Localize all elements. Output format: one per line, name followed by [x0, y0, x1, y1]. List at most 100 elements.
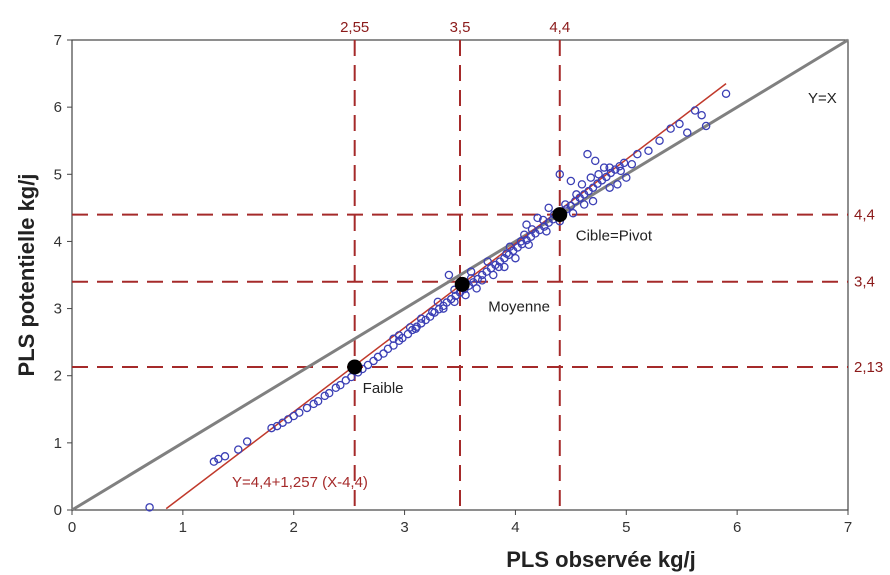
data-point [369, 356, 378, 366]
data-point [644, 146, 653, 156]
data-point [145, 503, 154, 512]
data-point [331, 383, 341, 393]
data-point [533, 213, 542, 223]
data-point [568, 208, 578, 218]
data-point [309, 399, 318, 409]
data-point [502, 249, 511, 258]
data-point [336, 380, 345, 390]
regression-line [165, 83, 727, 510]
horizontal-reference-label: 4,4 [854, 207, 875, 224]
data-point [483, 257, 492, 266]
data-point [444, 270, 454, 280]
data-point [234, 445, 243, 454]
data-point [363, 360, 373, 370]
data-point [500, 262, 509, 272]
data-point [566, 201, 576, 211]
data-point [489, 270, 498, 280]
identity-line-label: Y=X [808, 90, 837, 107]
y-tick-label: 1 [54, 435, 62, 452]
data-point [577, 180, 587, 189]
data-point [690, 106, 700, 115]
data-point [613, 180, 622, 189]
data-point [586, 173, 596, 182]
key-point-label: Moyenne [488, 298, 550, 315]
x-tick-label: 7 [844, 519, 852, 536]
data-point [605, 183, 614, 192]
data-point [505, 242, 515, 252]
data-point [461, 290, 470, 300]
data-point [302, 403, 312, 413]
data-point [527, 225, 537, 234]
data-point [583, 149, 592, 159]
data-point [242, 437, 252, 446]
data-point [472, 284, 481, 293]
data-point [450, 297, 459, 307]
data-point [520, 230, 529, 239]
data-point [566, 176, 576, 186]
key-points: Faible Moyenne Cible=Pivot [347, 207, 653, 397]
data-point [466, 267, 476, 276]
data-point [616, 166, 625, 176]
data-point [411, 324, 420, 333]
x-axis-title: PLS observée kg/j [506, 547, 696, 572]
data-point [394, 331, 404, 340]
data-point [295, 408, 304, 417]
data-point [579, 200, 589, 209]
y-tick-label: 3 [54, 301, 62, 318]
key-point-marker [347, 359, 363, 375]
y-tick-label: 2 [54, 368, 62, 385]
x-tick-label: 2 [290, 519, 298, 536]
data-point [538, 215, 548, 225]
data-point [675, 119, 684, 129]
data-point [477, 276, 487, 285]
data-point [324, 388, 334, 398]
data-points [145, 89, 731, 512]
y-tick-label: 0 [54, 502, 62, 519]
x-tick-label: 4 [511, 519, 519, 536]
data-point [428, 307, 437, 317]
data-point [544, 203, 553, 213]
vertical-reference-label: 3,5 [450, 19, 471, 36]
horizontal-reference-label: 3,4 [854, 274, 875, 291]
x-tick-label: 6 [733, 519, 741, 536]
regression-equation: Y=4,4+1,257 (X-4,4) [232, 474, 368, 491]
data-point [590, 156, 600, 166]
x-tick-label: 5 [622, 519, 630, 536]
data-point [633, 149, 642, 159]
data-point [267, 423, 276, 433]
vertical-reference-label: 2,55 [340, 19, 369, 36]
data-point [627, 159, 637, 169]
data-point [588, 196, 598, 206]
vertical-reference-label: 4,4 [549, 19, 570, 36]
data-point [320, 391, 330, 401]
x-tick-label: 0 [68, 519, 76, 536]
data-point [524, 240, 533, 250]
data-point [697, 110, 706, 120]
y-tick-label: 6 [54, 99, 62, 116]
y-tick-label: 4 [54, 233, 62, 250]
x-tick-label: 3 [400, 519, 408, 536]
data-point [522, 220, 531, 229]
identity-line [71, 38, 849, 512]
key-point-marker [552, 207, 568, 223]
data-point [572, 190, 581, 199]
data-point [416, 314, 426, 323]
key-point-marker [454, 276, 470, 292]
data-point [313, 396, 323, 406]
data-point [701, 121, 711, 131]
data-point [516, 237, 526, 246]
data-point [683, 128, 692, 137]
data-point [405, 323, 415, 332]
data-point [619, 158, 629, 168]
data-point [379, 349, 388, 358]
key-point-label: Faible [363, 380, 404, 397]
data-point [561, 200, 570, 209]
data-point [655, 136, 664, 145]
data-point [599, 163, 609, 172]
data-point [622, 173, 631, 182]
key-point-label: Cible=Pivot [576, 228, 653, 245]
x-tick-label: 1 [179, 519, 187, 536]
fit-lines [71, 38, 849, 512]
data-point [594, 170, 603, 179]
data-point [666, 124, 675, 133]
